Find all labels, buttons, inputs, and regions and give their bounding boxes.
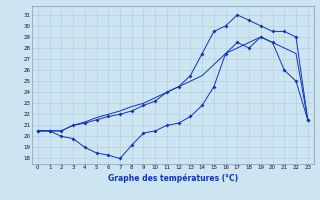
X-axis label: Graphe des températures (°C): Graphe des températures (°C) <box>108 173 238 183</box>
